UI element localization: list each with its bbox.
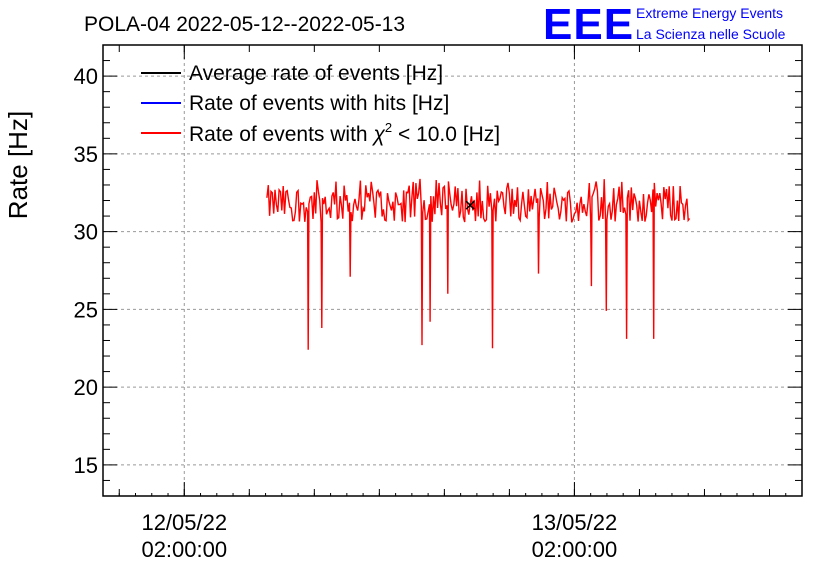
y-axis-label: Rate [Hz] (3, 111, 33, 219)
grid-lines (103, 45, 802, 496)
legend-label-chi2: Rate of events with χ2 < 10.0 [Hz] (189, 120, 500, 146)
series-red-path (266, 178, 691, 350)
series-red-line (266, 178, 691, 350)
plot-frame (102, 44, 803, 497)
average-marker-b (465, 200, 475, 210)
y-tick-label-1: 20 (74, 375, 98, 400)
y-tick-label-2: 25 (74, 297, 98, 322)
eee-logo: EEE Extreme Energy Events La Scienza nel… (543, 0, 786, 49)
legend-label-average: Average rate of events [Hz] (189, 62, 443, 85)
x-tick-date-0: 12/05/22 (141, 510, 227, 535)
y-tick-label-3: 30 (74, 220, 98, 245)
x-tick-time-0: 02:00:00 (141, 537, 227, 562)
y-tick-label-4: 35 (74, 142, 98, 167)
legend-label-hits: Rate of events with hits [Hz] (189, 92, 449, 115)
x-tick-time-1: 02:00:00 (532, 537, 618, 562)
x-tick-date-1: 13/05/22 (532, 510, 618, 535)
y-ticks: 15 20 25 30 35 40 (74, 44, 802, 497)
y-tick-label-5: 40 (74, 64, 98, 89)
legend: Average rate of events [Hz] Rate of even… (141, 62, 500, 146)
y-tick-label-0: 15 (74, 453, 98, 478)
chart-title: POLA-04 2022-05-12--2022-05-13 (84, 13, 405, 36)
logo-mark: EEE (543, 0, 634, 49)
logo-line2: La Scienza nelle Scuole (636, 26, 786, 42)
logo-line1: Extreme Energy Events (636, 5, 783, 21)
axes (102, 44, 803, 497)
